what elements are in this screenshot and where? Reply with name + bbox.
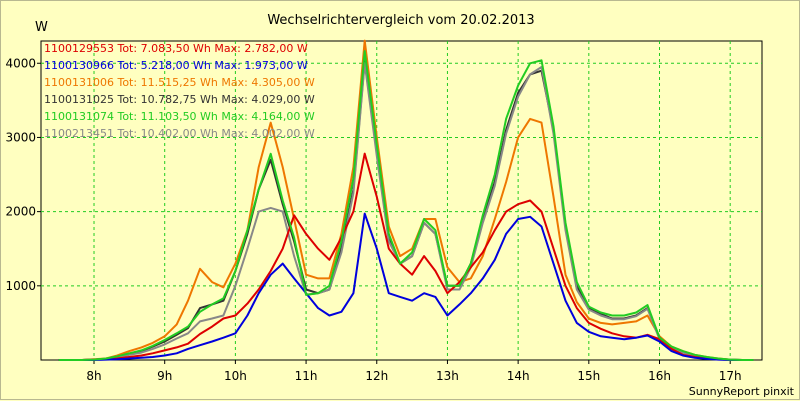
- legend-entry-1100131025: 1100131025 Tot: 10.782,75 Wh Max: 4.029,…: [44, 93, 315, 106]
- series-line-1100131074: [58, 50, 754, 361]
- plot-area: [40, 40, 763, 361]
- y-tick-label: 4000: [5, 56, 36, 70]
- series-line-1100213451: [58, 62, 754, 361]
- y-tick-label: 3000: [5, 130, 36, 144]
- x-tick-label: 13h: [436, 369, 459, 383]
- x-tick-label: 10h: [224, 369, 247, 383]
- y-tick-label: 2000: [5, 205, 36, 219]
- legend-entry-1100213451: 1100213451 Tot: 10.402,00 Wh Max: 4.002,…: [44, 127, 315, 140]
- legend-entry-1100130966: 1100130966 Tot: 5.218,00 Wh Max: 1.973,0…: [44, 59, 308, 72]
- axes: 1000 2000 3000 4000 8h 9h 10h 11h 12h 13h 14h 15h 16…: [5, 56, 741, 383]
- series-line-1100131006: [58, 39, 754, 361]
- y-axis-label: W: [35, 20, 48, 35]
- chart-title: Wechselrichtervergleich vom 20.02.2013: [267, 13, 534, 28]
- legend: 1100129553 Tot: 7.083,50 Wh Max: 2.782,0…: [44, 42, 315, 140]
- series-line-1100130966: [58, 212, 754, 361]
- x-tick-label: 14h: [507, 369, 530, 383]
- footer-credit: SunnyReport pinxit: [689, 385, 795, 398]
- legend-entry-1100131074: 1100131074 Tot: 11.103,50 Wh Max: 4.164,…: [44, 110, 315, 123]
- x-tick-label: 17h: [719, 369, 742, 383]
- x-tick-label: 8h: [86, 369, 101, 383]
- series-lines: [58, 39, 754, 361]
- x-tick-label: 16h: [648, 369, 671, 383]
- legend-entry-1100131006: 1100131006 Tot: 11.515,25 Wh Max: 4.305,…: [44, 76, 315, 89]
- y-tick-label: 1000: [5, 279, 36, 293]
- x-tick-label: 9h: [157, 369, 172, 383]
- legend-entry-1100129553: 1100129553 Tot: 7.083,50 Wh Max: 2.782,0…: [44, 42, 308, 55]
- grid-lines: [41, 41, 762, 360]
- x-tick-label: 15h: [577, 369, 600, 383]
- x-tick-label: 11h: [295, 369, 318, 383]
- x-tick-label: 12h: [365, 369, 388, 383]
